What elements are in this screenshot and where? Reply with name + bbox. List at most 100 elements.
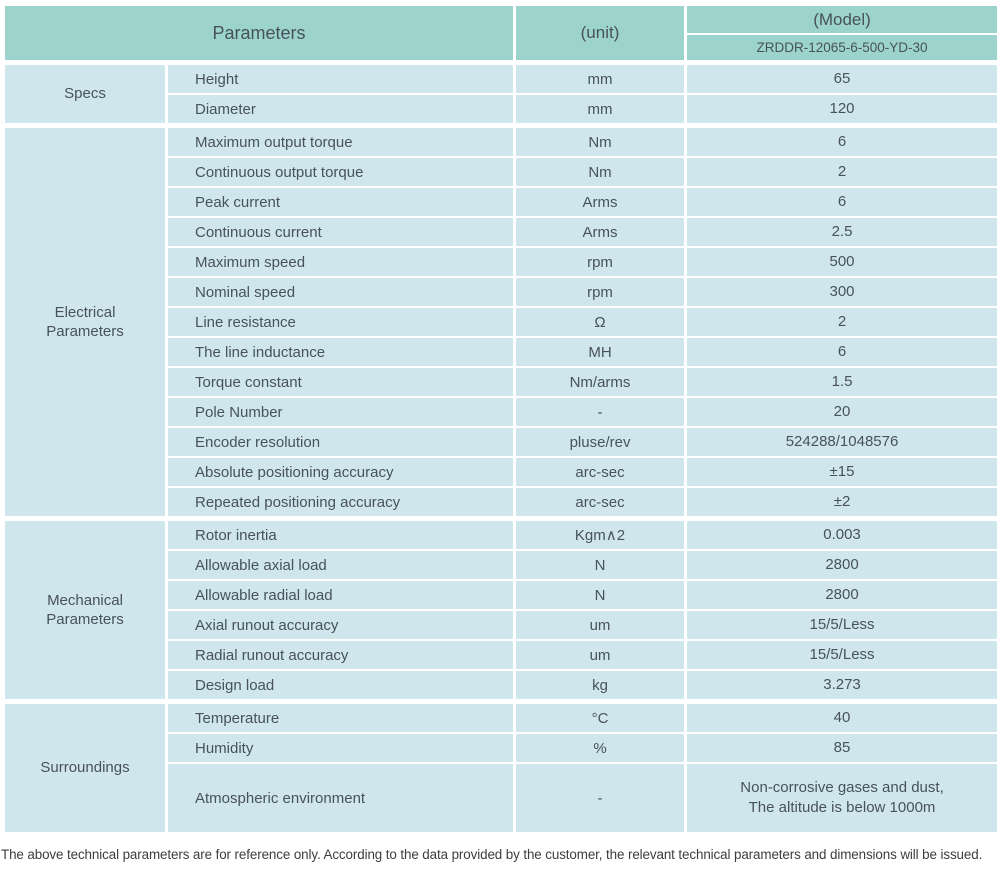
- table-row: Peak current Arms 6: [4, 186, 1000, 218]
- param-cell: Torque constant: [164, 366, 517, 398]
- value-cell: 6: [684, 336, 1000, 368]
- table-row: Line resistance Ω 2: [4, 306, 1000, 338]
- param-cell: Line resistance: [164, 306, 517, 338]
- value-cell: 2: [684, 156, 1000, 188]
- value-cell: 500: [684, 246, 1000, 278]
- param-cell: Humidity: [164, 732, 517, 764]
- unit-cell: pluse/rev: [513, 426, 688, 458]
- param-cell: Maximum output torque: [164, 123, 517, 158]
- value-cell: ±15: [684, 456, 1000, 488]
- param-cell: Nominal speed: [164, 276, 517, 308]
- value-cell: 3.273: [684, 669, 1000, 703]
- value-cell: 120: [684, 93, 1000, 127]
- table-row: Mechanical Parameters Rotor inertia Kgm∧…: [2, 516, 1000, 703]
- unit-cell: arc-sec: [513, 486, 688, 520]
- param-cell: Repeated positioning accuracy: [164, 486, 517, 520]
- param-cell: Encoder resolution: [164, 426, 517, 458]
- table-row: The line inductance MH 6: [4, 336, 1000, 368]
- unit-cell: -: [513, 396, 688, 428]
- spec-table: Parameters (unit) (Model) ZRDDR-12065-6-…: [1, 4, 1000, 834]
- unit-cell: Kgm∧2: [513, 516, 688, 551]
- group-cell-specs: Specs: [2, 60, 168, 127]
- value-cell: 1.5: [684, 366, 1000, 398]
- unit-cell: mm: [513, 93, 688, 127]
- value-cell: 2: [684, 306, 1000, 338]
- table-row: Continuous output torque Nm 2: [4, 156, 1000, 188]
- header-row-2: ZRDDR-12065-6-500-YD-30: [4, 33, 1000, 64]
- table-row: Encoder resolution pluse/rev 524288/1048…: [4, 426, 1000, 458]
- header-model: (Model): [684, 4, 1000, 35]
- table-row: Radial runout accuracy um 15/5/Less: [4, 639, 1000, 671]
- spec-table-wrap: Parameters (unit) (Model) ZRDDR-12065-6-…: [1, 4, 1000, 834]
- table-row: Atmospheric environment - Non-corrosive …: [4, 762, 1000, 834]
- group-cell-mechanical: Mechanical Parameters: [2, 516, 168, 703]
- table-row: Nominal speed rpm 300: [4, 276, 1000, 308]
- param-cell: Maximum speed: [164, 246, 517, 278]
- table-row: Surroundings Temperature °C 40: [2, 699, 1000, 834]
- value-cell: 300: [684, 276, 1000, 308]
- param-cell: Peak current: [164, 186, 517, 218]
- unit-cell: %: [513, 732, 688, 764]
- param-cell: Radial runout accuracy: [164, 639, 517, 671]
- unit-cell: -: [513, 762, 688, 834]
- value-cell: 0.003: [684, 516, 1000, 551]
- table-row: Torque constant Nm/arms 1.5: [4, 366, 1000, 398]
- group-cell-surroundings: Surroundings: [2, 699, 168, 834]
- table-body: Specs Height mm 65 Diameter mm 120 Elect…: [2, 60, 1000, 834]
- unit-cell: um: [513, 609, 688, 641]
- table-row: Absolute positioning accuracy arc-sec ±1…: [4, 456, 1000, 488]
- unit-cell: kg: [513, 669, 688, 703]
- value-cell: 2.5: [684, 216, 1000, 248]
- table-header: Parameters (unit) (Model) ZRDDR-12065-6-…: [1, 4, 1000, 64]
- param-cell: Absolute positioning accuracy: [164, 456, 517, 488]
- value-cell: 524288/1048576: [684, 426, 1000, 458]
- unit-cell: Nm/arms: [513, 366, 688, 398]
- unit-cell: rpm: [513, 246, 688, 278]
- table-row: Diameter mm 120: [4, 93, 1000, 127]
- table-row: Specs Height mm 65: [2, 60, 1000, 127]
- unit-cell: rpm: [513, 276, 688, 308]
- param-cell: Rotor inertia: [164, 516, 517, 551]
- param-cell: Atmospheric environment: [164, 762, 517, 834]
- value-cell: 6: [684, 123, 1000, 158]
- param-cell: The line inductance: [164, 336, 517, 368]
- param-cell: Axial runout accuracy: [164, 609, 517, 641]
- unit-cell: arc-sec: [513, 456, 688, 488]
- header-model-number: ZRDDR-12065-6-500-YD-30: [684, 33, 1000, 64]
- table-row: Allowable radial load N 2800: [4, 579, 1000, 611]
- value-cell: 2800: [684, 549, 1000, 581]
- param-cell: Height: [164, 60, 517, 95]
- param-cell: Diameter: [164, 93, 517, 127]
- param-cell: Temperature: [164, 699, 517, 734]
- footer-note: The above technical parameters are for r…: [1, 847, 983, 862]
- value-cell: 2800: [684, 579, 1000, 611]
- table-row: Maximum speed rpm 500: [4, 246, 1000, 278]
- unit-cell: °C: [513, 699, 688, 734]
- value-cell: Non-corrosive gases and dust, The altitu…: [684, 762, 1000, 834]
- value-cell: 65: [684, 60, 1000, 95]
- value-cell: 15/5/Less: [684, 609, 1000, 641]
- table-row: Electrical Parameters Maximum output tor…: [2, 123, 1000, 520]
- value-cell: 40: [684, 699, 1000, 734]
- header-row-1: Parameters (unit) (Model): [1, 4, 1000, 64]
- unit-cell: N: [513, 579, 688, 611]
- param-cell: Pole Number: [164, 396, 517, 428]
- header-parameters: Parameters: [1, 4, 517, 64]
- header-unit: (unit): [513, 4, 688, 64]
- unit-cell: um: [513, 639, 688, 671]
- unit-cell: Nm: [513, 156, 688, 188]
- unit-cell: mm: [513, 60, 688, 95]
- unit-cell: Ω: [513, 306, 688, 338]
- table-row: Repeated positioning accuracy arc-sec ±2: [4, 486, 1000, 520]
- unit-cell: N: [513, 549, 688, 581]
- group-cell-electrical: Electrical Parameters: [2, 123, 168, 520]
- value-cell: 85: [684, 732, 1000, 764]
- table-row: Continuous current Arms 2.5: [4, 216, 1000, 248]
- value-cell: 15/5/Less: [684, 639, 1000, 671]
- param-cell: Continuous output torque: [164, 156, 517, 188]
- unit-cell: MH: [513, 336, 688, 368]
- value-cell: ±2: [684, 486, 1000, 520]
- table-row: Axial runout accuracy um 15/5/Less: [4, 609, 1000, 641]
- table-row: Pole Number - 20: [4, 396, 1000, 428]
- unit-cell: Nm: [513, 123, 688, 158]
